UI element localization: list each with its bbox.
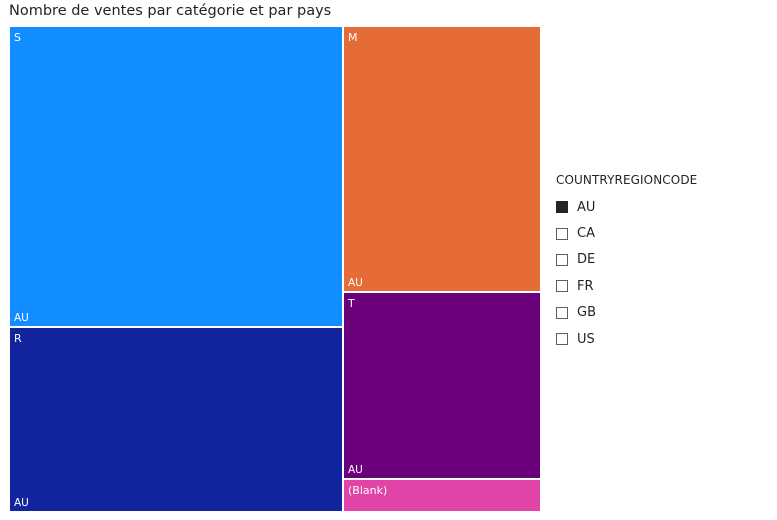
legend: COUNTRYREGIONCODE AU CA DE FR GB US [556,173,697,352]
treemap: S AU R AU M AU T AU (Blank) [9,26,541,512]
tile-country-label: AU [348,277,363,289]
treemap-tile-r[interactable]: R AU [9,327,343,512]
treemap-tile-t[interactable]: T AU [343,292,541,479]
legend-item-label: AU [577,199,596,215]
tile-country-label: AU [14,497,29,509]
treemap-tile-s[interactable]: S AU [9,26,343,327]
treemap-tile-m[interactable]: M AU [343,26,541,292]
checkbox-icon[interactable] [556,253,568,266]
legend-item-label: FR [577,278,594,294]
tile-category-label: (Blank) [348,484,388,497]
legend-items: AU CA DE FR GB US [556,194,697,352]
tile-country-label: AU [14,312,29,324]
tile-category-label: S [14,31,21,44]
legend-item-gb[interactable]: GB [556,300,697,326]
chart-title: Nombre de ventes par catégorie et par pa… [9,3,332,19]
legend-item-de[interactable]: DE [556,247,697,273]
checkbox-icon[interactable] [556,227,568,240]
legend-item-au[interactable]: AU [556,194,697,220]
legend-item-fr[interactable]: FR [556,273,697,299]
tile-category-label: M [348,31,358,44]
tile-category-label: T [348,297,355,310]
checkbox-icon[interactable] [556,201,568,214]
legend-item-ca[interactable]: CA [556,220,697,246]
checkbox-icon[interactable] [556,280,568,293]
legend-item-label: US [577,331,595,347]
tile-category-label: R [14,332,22,345]
tile-country-label: AU [348,464,363,476]
legend-item-us[interactable]: US [556,326,697,352]
treemap-tile-blank[interactable]: (Blank) [343,479,541,512]
legend-item-label: DE [577,252,596,268]
legend-title: COUNTRYREGIONCODE [556,173,698,187]
legend-item-label: GB [577,305,596,321]
checkbox-icon[interactable] [556,333,568,346]
checkbox-icon[interactable] [556,306,568,319]
legend-item-label: CA [577,226,595,242]
